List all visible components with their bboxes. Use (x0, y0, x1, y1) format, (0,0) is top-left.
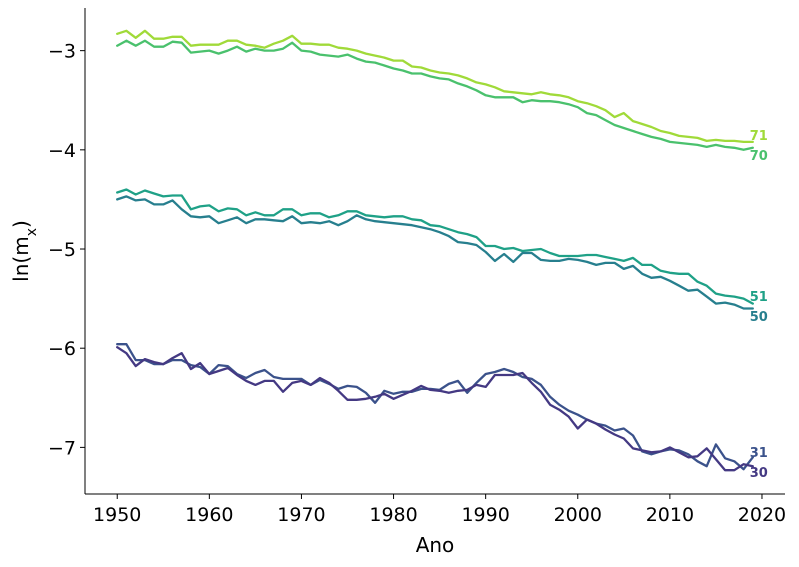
y-axis-title-close: ) (9, 220, 33, 228)
x-tick-label: 2020 (738, 504, 786, 526)
series-line-31 (116, 343, 754, 471)
series-label-70: 70 (750, 149, 768, 164)
x-axis-title: Ano (416, 533, 455, 557)
x-tick-label: 1980 (369, 504, 417, 526)
y-tick-label: −5 (48, 239, 76, 261)
x-tick-label: 1970 (277, 504, 325, 526)
y-tick-label: −6 (48, 338, 76, 360)
y-tick-label: −3 (48, 41, 76, 63)
plot-area: 71 70 51 50 31 30 (116, 29, 768, 481)
series-line-71 (116, 29, 754, 144)
y-axis-title-main: ln(m (9, 236, 33, 282)
x-tick-label: 2000 (554, 504, 602, 526)
series-line-50 (116, 195, 754, 310)
series-line-70 (116, 39, 754, 151)
x-tick-label: 1960 (185, 504, 233, 526)
y-tick-label: −4 (48, 140, 76, 162)
x-tick-label: 2010 (646, 504, 694, 526)
y-tick-label: −7 (48, 437, 76, 459)
series-line-30 (116, 346, 754, 472)
series-label-31: 31 (750, 446, 768, 461)
x-tick-label: 1950 (93, 504, 141, 526)
y-axis-title: ln(mx) (9, 220, 40, 282)
series-line-51 (116, 188, 754, 305)
x-tick-label: 1990 (461, 504, 509, 526)
y-axis-title-subscript: x (24, 228, 40, 236)
series-label-71: 71 (750, 129, 768, 144)
series-label-50: 50 (750, 310, 768, 325)
series-label-30: 30 (750, 466, 768, 481)
series-label-51: 51 (750, 290, 768, 305)
axis-ticks: 1950 1960 1970 1980 1990 2000 2010 2020 −3 −4 −5 −6… (48, 41, 786, 526)
